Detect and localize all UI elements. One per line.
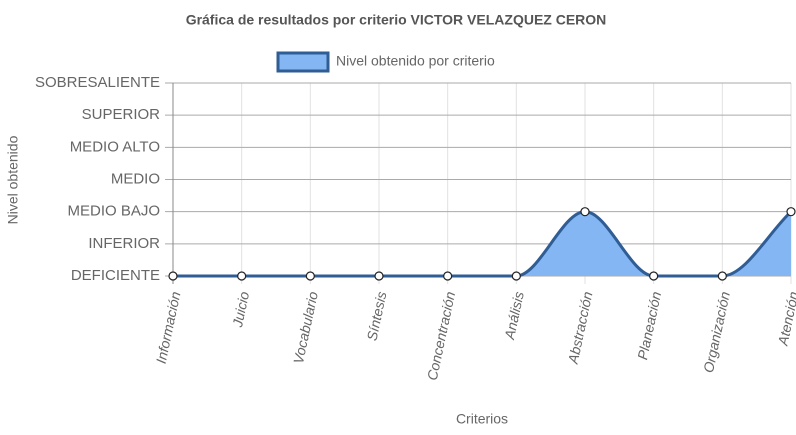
- point: [305, 271, 315, 281]
- point: [717, 271, 727, 281]
- y-tick-label: SOBRESALIENTE: [35, 74, 160, 91]
- point: [786, 207, 796, 217]
- y-tick-label: INFERIOR: [88, 235, 160, 252]
- chart-title: Gráfica de resultados por criterio VICTO…: [186, 12, 607, 28]
- x-tick-label: Planeación: [634, 290, 664, 361]
- x-tick-label: Información: [153, 290, 184, 365]
- x-tick-label: Juicio: [229, 290, 252, 330]
- x-tick-label: Abstracción: [564, 290, 595, 366]
- y-tick-label: SUPERIOR: [82, 106, 161, 123]
- x-axis-label: Criterios: [456, 411, 508, 427]
- x-tick-label: Vocabulario: [290, 290, 321, 365]
- x-tick-label: Organización: [700, 290, 733, 374]
- x-tick-label: Análisis: [501, 290, 527, 342]
- legend-swatch: [276, 51, 330, 73]
- point: [443, 271, 453, 281]
- point: [168, 271, 178, 281]
- x-tick-label: Atención: [774, 290, 796, 348]
- y-tick-label: DEFICIENTE: [71, 267, 160, 284]
- legend-label[interactable]: Nivel obtenido por criterio: [336, 53, 495, 69]
- point: [374, 271, 384, 281]
- point: [580, 207, 590, 217]
- line: [173, 210, 793, 278]
- point: [237, 271, 247, 281]
- x-tick-label: Concentración: [424, 290, 458, 382]
- point: [511, 271, 521, 281]
- x-tick-label: Síntesis: [364, 290, 390, 342]
- point: [649, 271, 659, 281]
- y-tick-label: MEDIO BAJO: [67, 203, 160, 220]
- y-tick-label: MEDIO: [111, 170, 160, 187]
- y-axis-label: Nivel obtenido: [5, 135, 21, 224]
- y-tick-label: MEDIO ALTO: [70, 138, 160, 155]
